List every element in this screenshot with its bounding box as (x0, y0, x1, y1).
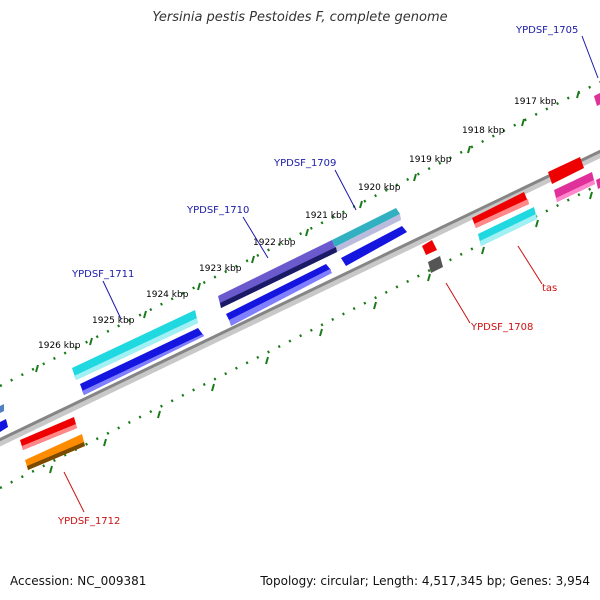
gene-blue-edge (0, 419, 8, 432)
gene-label: YPDSF_1711 (71, 269, 134, 280)
gene-red-right (548, 157, 584, 184)
kbp-label: 1917 kbp (514, 97, 557, 107)
kbp-label: 1918 kbp (462, 126, 505, 136)
gene-label: YPDSF_1712 (57, 516, 120, 527)
gene-label: YPDSF_1709 (273, 158, 336, 169)
map-title: Yersinia pestis Pestoides F, complete ge… (152, 10, 448, 25)
gene-label: tas (542, 283, 557, 294)
genome-summary-text: Topology: circular; Length: 4,517,345 bp… (260, 574, 590, 588)
gene-small-red (422, 240, 437, 255)
kbp-label: 1920 kbp (358, 183, 401, 193)
reverse-genes (20, 157, 600, 470)
forward-genes (0, 93, 600, 432)
gene-magenta-edge (596, 178, 600, 189)
reverse-major-ticks (49, 191, 593, 474)
forward-tick-track (0, 80, 600, 388)
label-leaders (102, 35, 599, 320)
accession-text: Accession: NC_009381 (10, 574, 147, 588)
gene-label: YPDSF_1708 (470, 322, 533, 333)
label-leaders-reverse (63, 245, 543, 513)
kbp-label: 1921 kbp (305, 211, 348, 221)
gene-blue-1 (341, 226, 407, 266)
kbp-label: 1925 kbp (92, 316, 135, 326)
forward-major-ticks (35, 90, 580, 373)
gene-ypdsf-1705 (594, 93, 600, 106)
kbp-label: 1924 kbp (146, 290, 189, 300)
gene-labels: YPDSF_1705 YPDSF_1709 YPDSF_1710 YPDSF_1… (57, 25, 578, 527)
kbp-label: 1923 kbp (199, 264, 242, 274)
reverse-tick-track (0, 182, 600, 490)
gene-label: YPDSF_1705 (515, 25, 578, 36)
kbp-label: 1926 kbp (38, 341, 81, 351)
gene-ypdsf-1709 (332, 208, 400, 247)
gene-blue-2 (226, 264, 331, 322)
kbp-label: 1919 kbp (409, 155, 452, 165)
kbp-label: 1922 kbp (253, 238, 296, 248)
gene-ypdsf-1708 (428, 256, 443, 273)
kbp-labels: 1917 kbp 1918 kbp 1919 kbp 1920 kbp 1921… (38, 97, 557, 351)
gene-label: YPDSF_1710 (186, 205, 249, 216)
gene-edge (0, 404, 4, 413)
genome-backbone (0, 149, 600, 447)
